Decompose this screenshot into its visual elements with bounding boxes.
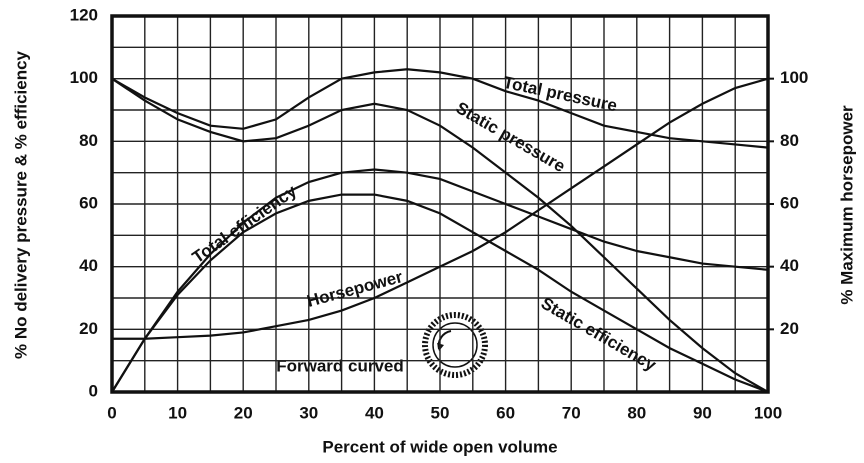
- x-tick-label: 40: [365, 403, 384, 422]
- x-tick-label: 80: [627, 403, 646, 422]
- y-tick-label: 120: [70, 5, 98, 24]
- y-tick-label: 80: [79, 131, 98, 150]
- y2-tick-label: 20: [780, 319, 799, 338]
- y-tick-label: 60: [79, 193, 98, 212]
- y2-tick-label: 60: [780, 193, 799, 212]
- x-tick-label: 50: [431, 403, 450, 422]
- y2-tick-label: 100: [780, 68, 808, 87]
- x-tick-label: 0: [107, 403, 116, 422]
- page: {"chart_data": {"type": "line", "x_label…: [0, 0, 864, 463]
- x-tick-label: 90: [693, 403, 712, 422]
- x-tick-label: 70: [562, 403, 581, 422]
- y2-axis-title: % Maximum horsepower: [837, 105, 856, 305]
- x-tick-label: 10: [168, 403, 187, 422]
- annotation: Forward curved: [276, 356, 404, 375]
- series-label: Total efficiency: [189, 181, 301, 267]
- series-label: Static efficiency: [538, 294, 660, 375]
- y-tick-label: 100: [70, 68, 98, 87]
- y2-tick-label: 40: [780, 256, 799, 275]
- chart: % No delivery pressure & % efficiency % …: [0, 0, 864, 463]
- x-tick-label: 60: [496, 403, 515, 422]
- x-tick-label: 30: [299, 403, 318, 422]
- y-tick-label: 0: [89, 381, 98, 400]
- y-tick-label: 20: [79, 319, 98, 338]
- y2-tick-label: 80: [780, 131, 799, 150]
- fan-icon: [425, 315, 485, 375]
- x-tick-label: 100: [754, 403, 782, 422]
- y-axis-title: % No delivery pressure & % efficiency: [11, 50, 30, 359]
- x-axis-title: Percent of wide open volume: [322, 437, 557, 456]
- y-tick-label: 40: [79, 256, 98, 275]
- x-tick-label: 20: [234, 403, 253, 422]
